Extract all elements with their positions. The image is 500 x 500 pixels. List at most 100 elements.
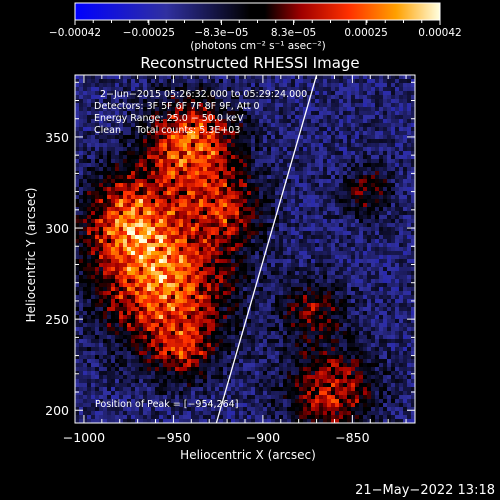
heatmap-cell [167, 403, 171, 407]
heatmap-cell [127, 263, 131, 267]
heatmap-cell [207, 311, 211, 315]
heatmap-cell [251, 175, 255, 179]
heatmap-cell [147, 299, 151, 303]
heatmap-cell [199, 239, 203, 243]
heatmap-cell [247, 223, 251, 227]
heatmap-cell [175, 207, 179, 211]
heatmap-cell [87, 323, 91, 327]
heatmap-cell [143, 303, 147, 307]
heatmap-cell [79, 335, 83, 339]
heatmap-cell [223, 131, 227, 135]
heatmap-cell [195, 359, 199, 363]
heatmap-cell [267, 143, 271, 147]
heatmap-cell [95, 163, 99, 167]
heatmap-cell [223, 191, 227, 195]
heatmap-cell [83, 291, 87, 295]
heatmap-cell [223, 151, 227, 155]
heatmap-cell [171, 175, 175, 179]
heatmap-cell [215, 231, 219, 235]
heatmap-cell [255, 79, 259, 83]
heatmap-cell [227, 147, 231, 151]
heatmap-cell [267, 367, 271, 371]
heatmap-cell [83, 379, 87, 383]
heatmap-cell [115, 259, 119, 263]
heatmap-cell [235, 143, 239, 147]
heatmap-cell [195, 203, 199, 207]
heatmap-cell [247, 351, 251, 355]
heatmap-cell [179, 199, 183, 203]
heatmap-cell [111, 323, 115, 327]
heatmap-cell [179, 283, 183, 287]
heatmap-cell [147, 255, 151, 259]
heatmap-cell [283, 179, 287, 183]
heatmap-cell [139, 295, 143, 299]
heatmap-cell [167, 103, 171, 107]
heatmap-cell [235, 207, 239, 211]
heatmap-cell [255, 303, 259, 307]
heatmap-cell [119, 107, 123, 111]
heatmap-cell [299, 303, 303, 307]
heatmap-cell [163, 215, 167, 219]
heatmap-cell [211, 179, 215, 183]
heatmap-cell [223, 171, 227, 175]
heatmap-cell [179, 307, 183, 311]
heatmap-cell [227, 403, 231, 407]
heatmap-cell [155, 331, 159, 335]
heatmap-cell [143, 251, 147, 255]
heatmap-cell [115, 331, 119, 335]
heatmap-cell [155, 219, 159, 223]
heatmap-cell [115, 163, 119, 167]
heatmap-cell [207, 359, 211, 363]
heatmap-cell [139, 127, 143, 131]
heatmap-cell [295, 215, 299, 219]
heatmap-cell [87, 227, 91, 231]
heatmap-cell [259, 415, 263, 419]
heatmap-cell [275, 343, 279, 347]
heatmap-cell [107, 287, 111, 291]
heatmap-cell [271, 187, 275, 191]
heatmap-cell [291, 159, 295, 163]
heatmap-cell [135, 419, 139, 423]
heatmap-cell [151, 267, 155, 271]
heatmap-cell [223, 159, 227, 163]
heatmap-cell [103, 291, 107, 295]
heatmap-cell [275, 103, 279, 107]
heatmap-cell [227, 155, 231, 159]
heatmap-cell [119, 287, 123, 291]
heatmap-cell [291, 419, 295, 423]
heatmap-cell [107, 255, 111, 259]
heatmap-cell [267, 211, 271, 215]
heatmap-cell [155, 75, 159, 79]
heatmap-cell [119, 295, 123, 299]
heatmap-cell [99, 127, 103, 131]
heatmap-cell [299, 359, 303, 363]
heatmap-cell [87, 359, 91, 363]
heatmap-cell [243, 295, 247, 299]
heatmap-cell [107, 243, 111, 247]
heatmap-cell [91, 279, 95, 283]
heatmap-cell [123, 411, 127, 415]
heatmap-cell [231, 307, 235, 311]
heatmap-cell [91, 179, 95, 183]
heatmap-cell [235, 359, 239, 363]
heatmap-cell [255, 335, 259, 339]
heatmap-cell [139, 259, 143, 263]
heatmap-cell [123, 403, 127, 407]
heatmap-cell [255, 407, 259, 411]
heatmap-cell [111, 379, 115, 383]
heatmap-cell [295, 271, 299, 275]
heatmap-cell [255, 75, 259, 79]
heatmap-cell [247, 119, 251, 123]
heatmap-cell [255, 99, 259, 103]
heatmap-cell [295, 163, 299, 167]
heatmap-cell [275, 399, 279, 403]
heatmap-cell [227, 263, 231, 267]
heatmap-cell [175, 171, 179, 175]
heatmap-cell [283, 243, 287, 247]
heatmap-cell [291, 107, 295, 111]
heatmap-cell [283, 247, 287, 251]
heatmap-cell [127, 391, 131, 395]
heatmap-cell [159, 367, 163, 371]
heatmap-cell [247, 143, 251, 147]
heatmap-cell [171, 211, 175, 215]
